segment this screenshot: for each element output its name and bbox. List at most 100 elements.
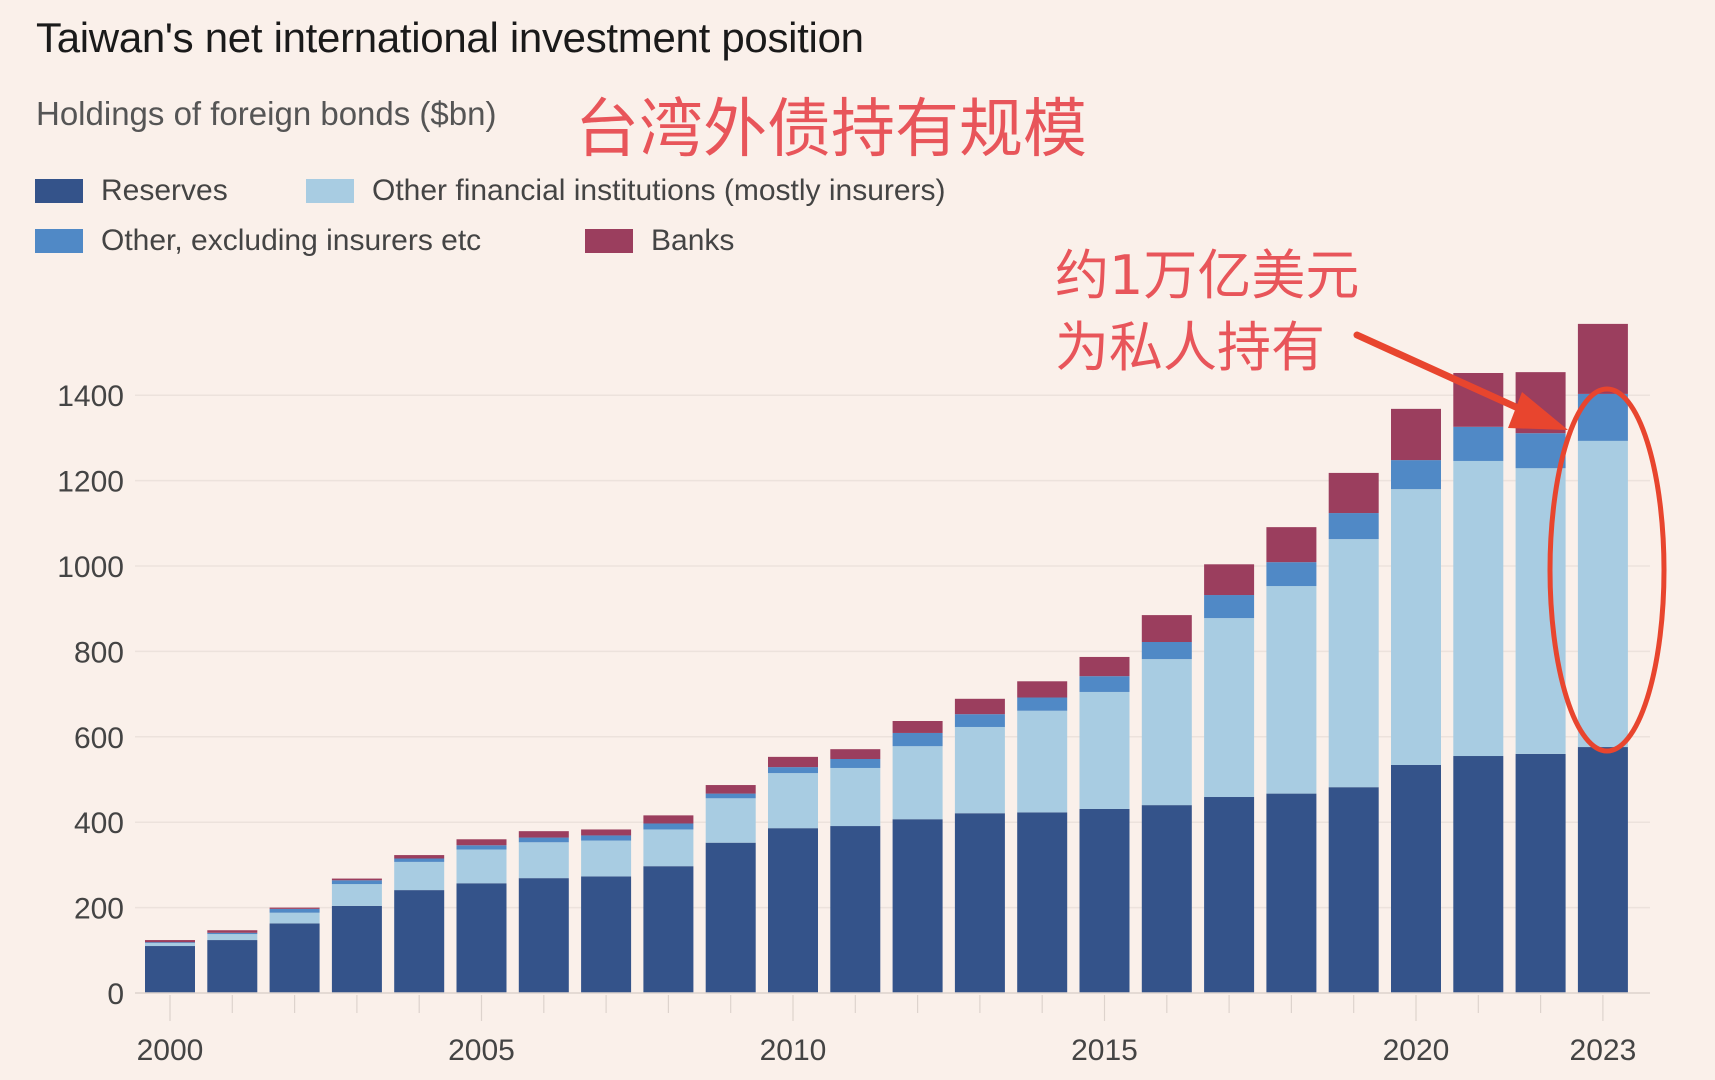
bar-segment [1453, 756, 1504, 993]
bar-segment [643, 823, 694, 830]
bar-segment [581, 829, 632, 836]
legend-item-other-financial: Other financial institutions (mostly ins… [306, 174, 946, 208]
bar-segment [1204, 797, 1255, 993]
legend-label: Other, excluding insurers etc [101, 224, 482, 257]
bar-segment [207, 930, 258, 933]
legend-swatch [35, 229, 83, 253]
bar-segment [1577, 440, 1628, 748]
annotation-line-2: 为私人持有 [1055, 316, 1325, 379]
bar-segment [1328, 539, 1379, 788]
bar-segment [954, 698, 1005, 715]
bar-segment [456, 839, 507, 846]
bar-segment [1391, 408, 1441, 461]
bar-segment [1079, 676, 1130, 692]
bar-segment [1017, 681, 1068, 698]
bar-segment [1204, 595, 1255, 619]
x-tick-label: 2023 [1570, 1034, 1637, 1067]
y-tick-label: 1200 [57, 466, 124, 499]
bar-segment [643, 815, 694, 824]
bar-segment [1577, 323, 1628, 394]
bar-segment [1017, 710, 1068, 813]
bar-segment [892, 746, 943, 820]
bar-segment [1328, 787, 1379, 993]
bar-segment [1515, 753, 1566, 993]
bar-segment [331, 884, 382, 906]
chart-subtitle: Holdings of foreign bonds ($bn) [36, 95, 497, 132]
x-tick-label: 2000 [137, 1034, 204, 1067]
bar-segment [331, 905, 382, 993]
bar-segment [1453, 460, 1504, 757]
legend-swatch [35, 179, 83, 203]
annotation-text: 约1万亿美元 为私人持有 [1055, 240, 1359, 384]
bar-segment [145, 940, 195, 943]
bar-segment [1017, 812, 1068, 993]
bar-segment [456, 883, 507, 993]
x-tick-label: 2010 [760, 1034, 827, 1067]
bar-segment [1453, 426, 1504, 461]
bar-segment [331, 878, 382, 881]
x-tick-label: 2005 [448, 1034, 515, 1067]
bar-segment [394, 858, 445, 862]
bar-segment [518, 831, 569, 838]
bar-segment [269, 907, 320, 909]
bar-segment [1017, 697, 1068, 711]
bar-segment [1204, 618, 1255, 798]
legend-swatch [306, 179, 354, 203]
bar-segment [145, 942, 195, 944]
bar-segment [1515, 433, 1566, 469]
bar-segment [830, 826, 881, 993]
bar-segment [892, 721, 943, 733]
bar-segment [518, 878, 569, 993]
bar-segment [1391, 764, 1441, 993]
bar-segment [705, 793, 756, 799]
bar-segment [1141, 642, 1192, 660]
arrow-shaft [1353, 331, 1544, 422]
y-tick-label: 1000 [57, 551, 124, 584]
bar-segment [331, 880, 382, 885]
y-tick-label: 800 [74, 636, 124, 669]
bar-segment [1141, 805, 1192, 993]
bar-segment [705, 842, 756, 993]
legend-label: Reserves [101, 174, 228, 207]
bar-segment [768, 828, 818, 993]
bar-segment [581, 840, 632, 877]
bar-segment [830, 759, 881, 768]
chart-title: Taiwan's net international investment po… [36, 14, 864, 61]
bar-segment [954, 714, 1005, 727]
legend-label: Banks [651, 224, 735, 257]
bar-segment [892, 819, 943, 993]
bar-segment [1141, 659, 1192, 806]
bar-segment [892, 732, 943, 747]
bar-segment [581, 876, 632, 993]
bar-segment [1079, 656, 1130, 677]
bar-segment [830, 749, 881, 760]
bar-segment [1204, 564, 1255, 596]
bar-segment [518, 837, 569, 843]
bar-segment [1079, 691, 1130, 809]
bar-segment [394, 861, 445, 891]
bar-segment [394, 890, 445, 993]
bar-segment [830, 767, 881, 827]
bar-segment [954, 813, 1005, 993]
annotation-line-1: 约1万亿美元 [1055, 244, 1360, 307]
chinese-title-overlay: 台湾外债持有规模 [575, 93, 1087, 167]
legend-swatch [585, 229, 633, 253]
bar-segment [768, 773, 818, 829]
bar-segment [456, 849, 507, 884]
bar-segment [581, 835, 632, 841]
bar-segment [207, 934, 258, 941]
bar-segment [1141, 615, 1192, 643]
legend-label: Other financial institutions (mostly ins… [372, 174, 946, 207]
bar-segment [1079, 808, 1130, 993]
bar-segment [207, 932, 258, 935]
bar-segment [1328, 472, 1379, 514]
bar-segment [269, 912, 320, 924]
bar-segment [643, 866, 694, 993]
bar-segment [705, 798, 756, 843]
x-tick-label: 2020 [1383, 1034, 1450, 1067]
bar-segment [269, 923, 320, 993]
x-tick-label: 2015 [1071, 1034, 1138, 1067]
bar-segment [207, 940, 258, 993]
arrow-head-icon [1508, 392, 1568, 430]
